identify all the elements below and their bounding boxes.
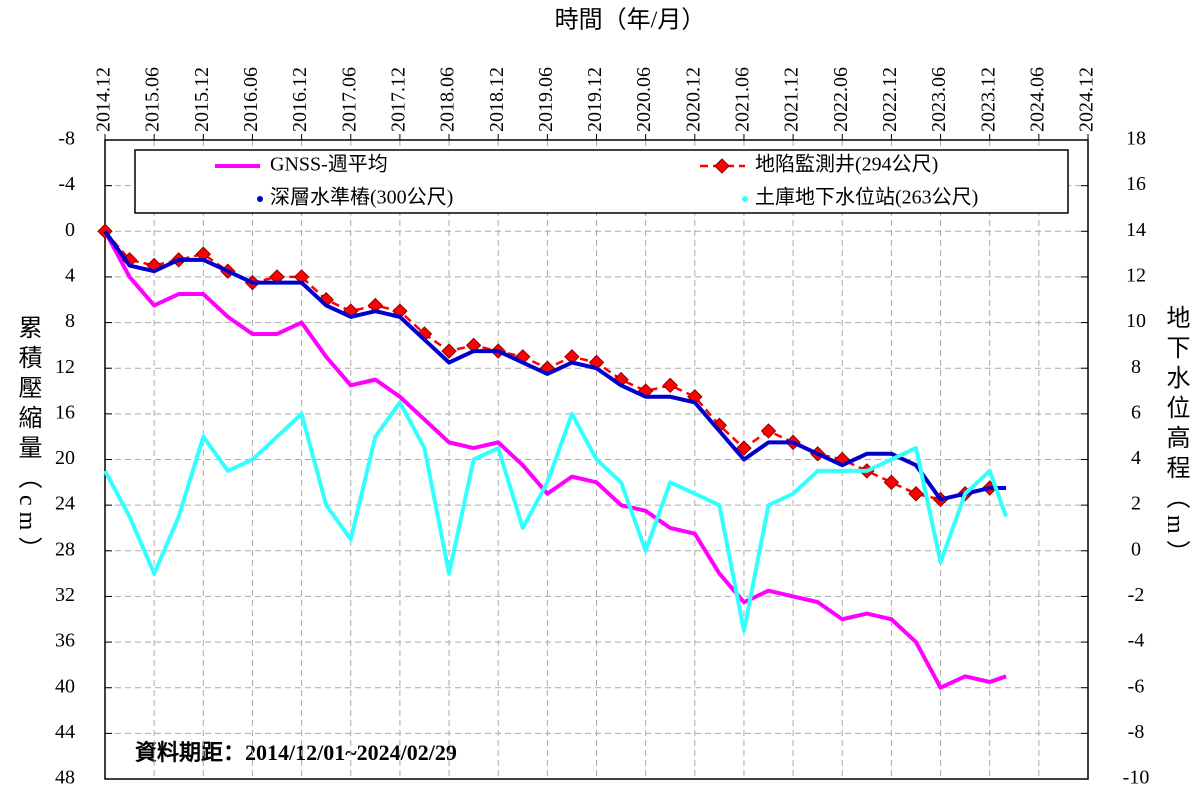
x-tick-label: 2016.12 xyxy=(289,67,311,132)
series-marker xyxy=(662,377,678,394)
y-tick-label: 16 xyxy=(55,401,75,423)
y-tick-label: 20 xyxy=(55,447,75,469)
x-tick-label: 2022.06 xyxy=(830,67,852,132)
annotation: 資料期距：2014/12/01~2024/02/29 xyxy=(135,740,457,765)
y2-tick-label: -8 xyxy=(1128,721,1145,743)
legend-swatch xyxy=(742,196,748,202)
y2-tick-label: 0 xyxy=(1131,538,1141,560)
y2-tick-label: -10 xyxy=(1123,767,1150,789)
y2-tick-label: 2 xyxy=(1131,493,1141,515)
x-tick-label: 2019.06 xyxy=(535,67,557,132)
x-tick-label: 2023.12 xyxy=(977,67,999,132)
series-line xyxy=(103,230,1007,690)
legend-label: 地陷監測井(294公尺) xyxy=(755,153,938,176)
y-tick-label: 12 xyxy=(55,356,75,378)
chart-title: 時間（年/月） xyxy=(555,7,706,34)
legend-label: 土庫地下水位站(263公尺) xyxy=(755,186,978,209)
series-marker xyxy=(736,440,752,456)
y2-tick-label: 14 xyxy=(1126,219,1146,241)
y2-axis-label: 地下水位高程（m） xyxy=(1162,305,1188,570)
y2-tick-label: 4 xyxy=(1131,447,1141,469)
series-marker xyxy=(883,474,900,491)
legend-label: GNSS-週平均 xyxy=(270,153,388,176)
legend-label: 深層水準樁(300公尺) xyxy=(270,186,453,209)
y-tick-label: 4 xyxy=(65,265,75,287)
x-tick-label: 2017.06 xyxy=(338,67,360,132)
y-tick-label: 28 xyxy=(55,538,75,560)
x-tick-label: 2024.12 xyxy=(1076,67,1098,132)
x-tick-label: 2024.06 xyxy=(1026,67,1048,132)
y-tick-label: 32 xyxy=(55,584,75,606)
x-tick-label: 2017.12 xyxy=(387,67,409,132)
x-tick-label: 2022.12 xyxy=(879,67,901,132)
x-tick-label: 2020.12 xyxy=(682,67,704,132)
y-tick-label: -4 xyxy=(58,173,75,195)
y-tick-label: 0 xyxy=(65,219,75,241)
y-tick-label: 40 xyxy=(55,675,75,697)
x-tick-label: 2020.06 xyxy=(633,67,655,132)
series-marker xyxy=(441,343,457,359)
legend-swatch xyxy=(257,196,263,202)
x-tick-label: 2018.12 xyxy=(486,67,508,132)
series-line xyxy=(103,400,1008,633)
y2-tick-label: 16 xyxy=(1126,173,1146,195)
y2-tick-label: -2 xyxy=(1128,584,1145,606)
plot-frame xyxy=(104,139,1089,780)
y2-tick-label: 8 xyxy=(1131,356,1141,378)
y2-tick-label: -4 xyxy=(1128,630,1145,652)
x-tick-label: 2021.12 xyxy=(781,67,803,132)
y-axis-label: 累積壓縮量（cm） xyxy=(14,315,40,567)
y2-tick-label: -6 xyxy=(1128,675,1145,697)
legend-box xyxy=(134,149,1069,214)
x-tick-label: 2016.06 xyxy=(240,67,262,132)
x-tick-label: 2021.06 xyxy=(732,67,754,132)
y2-tick-label: 18 xyxy=(1126,128,1146,150)
series-line xyxy=(103,230,1007,502)
y-tick-label: 8 xyxy=(65,310,75,332)
y-tick-label: 36 xyxy=(55,630,75,652)
series-marker xyxy=(760,423,777,439)
y-tick-label: -8 xyxy=(58,128,75,150)
x-tick-label: 2015.12 xyxy=(191,67,213,132)
y2-tick-label: 6 xyxy=(1131,401,1141,423)
y-tick-label: 44 xyxy=(55,721,75,743)
x-tick-label: 2023.06 xyxy=(928,67,950,132)
y-tick-label: 48 xyxy=(55,767,75,789)
y-tick-label: 24 xyxy=(55,493,75,515)
x-tick-label: 2019.12 xyxy=(584,67,606,132)
x-tick-label: 2018.06 xyxy=(437,67,459,132)
legend-marker xyxy=(714,158,730,174)
y2-tick-label: 10 xyxy=(1126,310,1146,332)
y2-tick-label: 12 xyxy=(1126,265,1146,287)
x-tick-label: 2015.06 xyxy=(142,67,164,132)
x-tick-label: 2014.12 xyxy=(93,67,115,132)
series-marker xyxy=(908,486,924,502)
